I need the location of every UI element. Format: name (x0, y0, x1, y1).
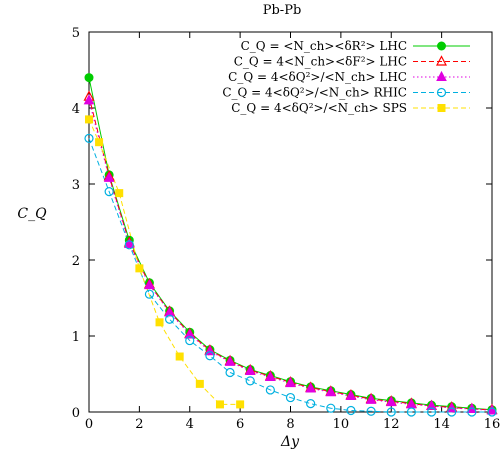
legend-marker (436, 70, 447, 81)
legend-marker (436, 55, 447, 66)
y-axis-label: C_Q (17, 206, 47, 222)
legend-label: C_Q = 4<δQ²>/<N_ch> SPS (231, 101, 407, 115)
y-tick-label: 1 (72, 330, 80, 345)
legend-label: C_Q = <N_ch><δR²> LHC (241, 39, 407, 53)
data-point (83, 94, 95, 105)
data-point (244, 364, 256, 375)
x-tick-label: 4 (186, 417, 194, 432)
y-tick-label: 5 (72, 26, 80, 41)
x-tick-label: 16 (484, 417, 500, 432)
data-point (346, 405, 356, 416)
x-tick-label: 10 (333, 417, 350, 432)
data-point (184, 328, 196, 339)
data-point (103, 171, 115, 182)
data-point (104, 187, 114, 197)
data-point (285, 392, 296, 403)
series-line-1 (88, 96, 493, 411)
x-axis-label: Δy (280, 434, 300, 450)
data-point (426, 407, 437, 417)
data-point (144, 289, 155, 299)
series-line-0 (88, 77, 493, 411)
data-point (305, 382, 316, 393)
data-point (124, 240, 134, 250)
data-point (486, 404, 498, 415)
data-point (406, 407, 416, 417)
legend-label: C_Q = 4<δQ²>/<N_ch> RHIC (222, 86, 407, 100)
data-point (386, 407, 396, 417)
series-line-3 (88, 138, 492, 413)
series-lines (88, 77, 493, 413)
data-point (135, 264, 144, 273)
data-point (426, 399, 437, 410)
data-point (165, 314, 175, 324)
data-point (195, 379, 204, 388)
data-point (215, 400, 224, 409)
legend: C_Q = <N_ch><δR²> LHC C_Q = 4<N_ch><δF²> … (222, 39, 470, 115)
data-point (285, 377, 296, 388)
y-tick-label: 4 (72, 102, 80, 117)
legend-marker (437, 104, 446, 112)
data-point (95, 138, 104, 147)
series-line-2 (88, 100, 493, 411)
x-tick-label: 2 (135, 417, 143, 432)
data-point (326, 403, 336, 413)
data-point (306, 399, 316, 409)
series-line-4 (88, 119, 241, 405)
y-tick-labels: 0 1 2 3 4 5 (72, 26, 80, 421)
legend-label: C_Q = 4<N_ch><δF²> LHC (234, 55, 407, 69)
x-tick-label: 14 (433, 417, 450, 432)
data-point (144, 279, 155, 290)
series-markers (83, 73, 498, 417)
data-point (84, 73, 94, 83)
data-point (366, 406, 376, 416)
data-point (205, 351, 215, 361)
data-point (115, 189, 124, 198)
data-point (467, 407, 477, 417)
legend-marker (436, 87, 447, 98)
x-tick-labels: 0 2 4 6 8 10 12 14 16 (85, 417, 500, 432)
legend-label: C_Q = 4<δQ²>/<N_ch> LHC (228, 70, 407, 84)
data-point (225, 367, 235, 378)
data-point (447, 407, 457, 417)
data-point (175, 352, 184, 361)
data-point (385, 396, 397, 407)
data-point (487, 407, 497, 417)
data-point (84, 133, 94, 143)
data-point (265, 370, 276, 382)
x-tick-label: 12 (383, 417, 400, 432)
data-point (236, 400, 245, 409)
x-tick-label: 6 (236, 417, 244, 432)
y-tick-label: 3 (72, 178, 80, 193)
legend-marker (437, 41, 446, 51)
y-tick-label: 2 (72, 254, 80, 269)
x-tick-label: 0 (85, 417, 93, 432)
data-point (123, 237, 135, 249)
data-point (325, 386, 337, 397)
data-point (85, 115, 93, 124)
y-tick-label: 0 (72, 406, 80, 421)
data-point (155, 318, 164, 327)
data-point (365, 393, 377, 404)
data-point (245, 376, 255, 386)
chart-title: Pb-Pb (263, 3, 302, 18)
data-point (185, 335, 195, 346)
data-point (345, 389, 357, 401)
data-point (164, 306, 175, 317)
data-point (265, 385, 275, 395)
x-tick-label: 8 (286, 417, 294, 432)
data-point (224, 355, 236, 366)
